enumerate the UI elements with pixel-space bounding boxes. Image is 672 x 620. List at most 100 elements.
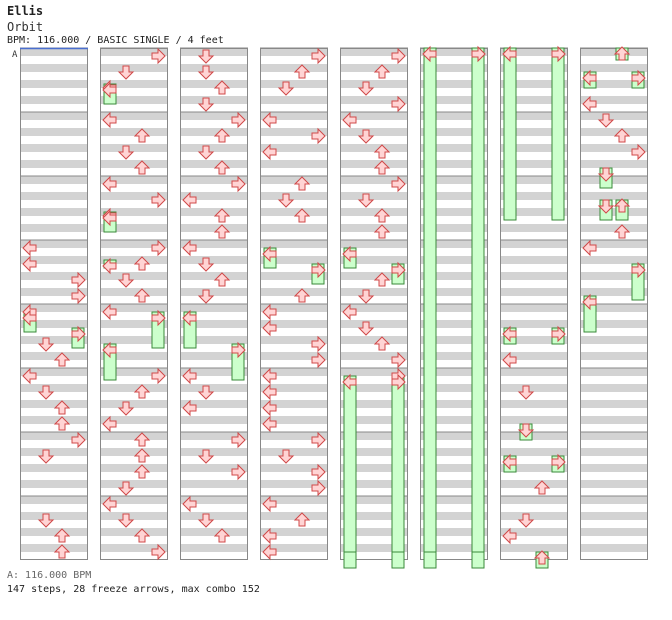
step-arrow: [22, 309, 37, 327]
beat-stripe: [180, 528, 248, 536]
beat-stripe: [100, 368, 168, 376]
beat-stripe: [180, 336, 248, 344]
beat-stripe: [20, 288, 88, 296]
beat-stripe: [500, 336, 568, 344]
beat-stripe: [20, 272, 88, 280]
beat-stripe: [420, 368, 488, 376]
beat-stripe: [340, 528, 408, 536]
beat-stripe: [580, 96, 648, 104]
step-arrow: [197, 97, 215, 112]
step-arrow: [22, 255, 37, 273]
beat-stripe: [180, 256, 248, 264]
beat-stripe: [500, 512, 568, 520]
step-arrow: [391, 95, 406, 113]
step-arrow: [53, 528, 71, 543]
beat-stripe: [260, 288, 328, 296]
step-arrow: [197, 449, 215, 464]
beat-stripe: [580, 304, 648, 312]
bpm-marker-label: A: [12, 50, 18, 60]
beat-stripe: [20, 528, 88, 536]
beat-stripe: [580, 208, 648, 216]
beat-stripe: [580, 384, 648, 392]
beat-stripe: [20, 224, 88, 232]
beat-stripe: [580, 336, 648, 344]
beat-stripe: [100, 512, 168, 520]
beat-stripe: [500, 352, 568, 360]
beat-stripe: [340, 144, 408, 152]
step-arrow: [102, 81, 117, 99]
column-border: [500, 48, 568, 560]
step-arrow: [213, 528, 231, 543]
beat-stripe: [340, 288, 408, 296]
step-arrow: [342, 373, 357, 391]
beat-stripe: [20, 352, 88, 360]
beat-stripe: [100, 48, 168, 56]
step-arrow: [133, 432, 151, 447]
beat-stripe: [420, 128, 488, 136]
step-arrow: [357, 289, 375, 304]
beat-stripe: [580, 400, 648, 408]
freeze-arrow: [551, 47, 565, 221]
step-arrow: [342, 245, 357, 263]
beat-stripe: [100, 208, 168, 216]
beat-stripe: [580, 432, 648, 440]
step-arrow: [373, 64, 391, 79]
beat-stripe: [100, 64, 168, 72]
beat-stripe: [580, 48, 648, 56]
beat-stripe: [500, 416, 568, 424]
freeze-arrow-tail: [471, 551, 485, 569]
freeze-arrow: [471, 47, 485, 561]
step-arrow: [582, 95, 597, 113]
step-arrow: [293, 176, 311, 191]
beat-stripe: [500, 304, 568, 312]
step-arrow: [373, 160, 391, 175]
step-arrow: [117, 513, 135, 528]
step-arrow: [53, 544, 71, 559]
step-arrow: [373, 224, 391, 239]
step-arrow: [53, 400, 71, 415]
step-arrow: [277, 193, 295, 208]
beat-stripe: [100, 288, 168, 296]
beat-stripe: [20, 368, 88, 376]
beat-stripe: [20, 112, 88, 120]
step-arrow: [262, 303, 277, 321]
step-arrow: [22, 239, 37, 257]
beat-stripe: [500, 48, 568, 56]
beat-stripe: [180, 128, 248, 136]
beat-stripe: [580, 352, 648, 360]
beat-stripe: [260, 224, 328, 232]
song-title: Orbit: [7, 20, 44, 34]
beat-stripe: [20, 256, 88, 264]
beat-stripe: [260, 336, 328, 344]
step-arrow: [391, 373, 406, 391]
beat-stripe: [500, 176, 568, 184]
beat-stripe: [580, 64, 648, 72]
step-arrow: [102, 303, 117, 321]
beat-stripe: [260, 256, 328, 264]
beat-stripe: [180, 512, 248, 520]
column-border: [420, 48, 488, 560]
beat-stripe: [20, 320, 88, 328]
beat-stripe: [260, 352, 328, 360]
beat-stripe: [340, 192, 408, 200]
beat-stripe: [340, 368, 408, 376]
beat-stripe: [500, 128, 568, 136]
step-arrow: [102, 495, 117, 513]
beat-stripe: [340, 112, 408, 120]
step-arrow: [373, 336, 391, 351]
beat-stripe: [180, 400, 248, 408]
beat-stripe: [180, 96, 248, 104]
step-arrow: [197, 65, 215, 80]
beat-stripe: [420, 272, 488, 280]
step-arrow: [277, 449, 295, 464]
step-arrow: [71, 287, 86, 305]
step-arrow: [37, 385, 55, 400]
step-arrow: [502, 527, 517, 545]
step-arrow: [373, 272, 391, 287]
beat-stripe: [100, 432, 168, 440]
step-arrow: [213, 272, 231, 287]
beat-stripe: [180, 416, 248, 424]
beat-stripe: [260, 384, 328, 392]
beat-stripe: [420, 208, 488, 216]
beat-stripe: [580, 192, 648, 200]
